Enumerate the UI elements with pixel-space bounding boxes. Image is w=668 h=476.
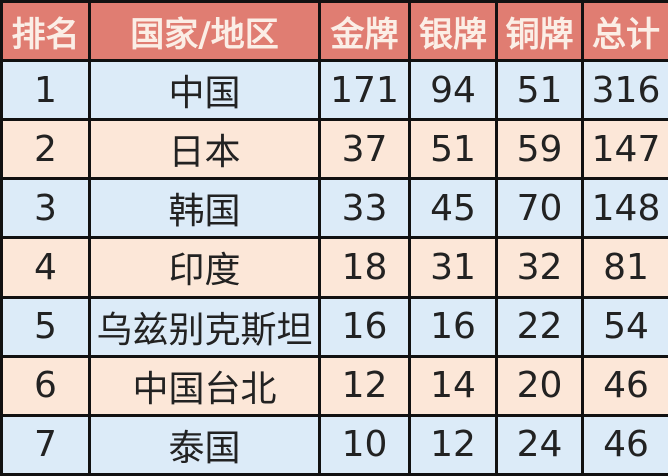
country-cell: 乌兹别克斯坦 — [88, 295, 321, 358]
gold-cell: 33 — [318, 177, 411, 240]
rank-cell: 1 — [0, 58, 91, 122]
bronze-cell: 24 — [495, 413, 584, 476]
total-cell: 54 — [581, 295, 668, 358]
country-cell: 泰国 — [88, 413, 321, 476]
header-country: 国家/地区 — [88, 0, 321, 62]
bronze-cell: 22 — [495, 295, 584, 358]
bronze-cell: 70 — [495, 177, 584, 240]
gold-cell: 16 — [318, 295, 411, 358]
rank-cell: 2 — [0, 118, 91, 181]
rank-cell: 3 — [0, 177, 91, 240]
total-cell: 148 — [581, 177, 668, 240]
table-row: 4 印度 18 31 32 81 — [0, 236, 668, 299]
silver-cell: 51 — [408, 118, 498, 181]
gold-cell: 18 — [318, 236, 411, 299]
country-cell: 中国 — [88, 58, 321, 122]
country-cell: 日本 — [88, 118, 321, 181]
silver-cell: 94 — [408, 58, 498, 122]
bronze-cell: 59 — [495, 118, 584, 181]
header-bronze: 铜牌 — [495, 0, 584, 62]
gold-cell: 10 — [318, 413, 411, 476]
gold-cell: 37 — [318, 118, 411, 181]
country-cell: 印度 — [88, 236, 321, 299]
table-row: 5 乌兹别克斯坦 16 16 22 54 — [0, 295, 668, 358]
header-total: 总计 — [581, 0, 668, 62]
country-cell: 中国台北 — [88, 354, 321, 417]
table-row: 2 日本 37 51 59 147 — [0, 118, 668, 181]
rank-cell: 7 — [0, 413, 91, 476]
bronze-cell: 20 — [495, 354, 584, 417]
table-row: 1 中国 171 94 51 316 — [0, 58, 668, 122]
rank-cell: 4 — [0, 236, 91, 299]
header-gold: 金牌 — [318, 0, 411, 62]
header-rank: 排名 — [0, 0, 91, 62]
table-row: 7 泰国 10 12 24 46 — [0, 413, 668, 476]
bronze-cell: 32 — [495, 236, 584, 299]
table-row: 6 中国台北 12 14 20 46 — [0, 354, 668, 417]
header-row: 排名 国家/地区 金牌 银牌 铜牌 总计 — [0, 0, 668, 62]
silver-cell: 31 — [408, 236, 498, 299]
total-cell: 46 — [581, 354, 668, 417]
table-row: 3 韩国 33 45 70 148 — [0, 177, 668, 240]
total-cell: 46 — [581, 413, 668, 476]
gold-cell: 12 — [318, 354, 411, 417]
header-silver: 银牌 — [408, 0, 498, 62]
country-cell: 韩国 — [88, 177, 321, 240]
total-cell: 147 — [581, 118, 668, 181]
total-cell: 81 — [581, 236, 668, 299]
silver-cell: 16 — [408, 295, 498, 358]
silver-cell: 12 — [408, 413, 498, 476]
silver-cell: 14 — [408, 354, 498, 417]
bronze-cell: 51 — [495, 58, 584, 122]
silver-cell: 45 — [408, 177, 498, 240]
rank-cell: 5 — [0, 295, 91, 358]
rank-cell: 6 — [0, 354, 91, 417]
gold-cell: 171 — [318, 58, 411, 122]
total-cell: 316 — [581, 58, 668, 122]
